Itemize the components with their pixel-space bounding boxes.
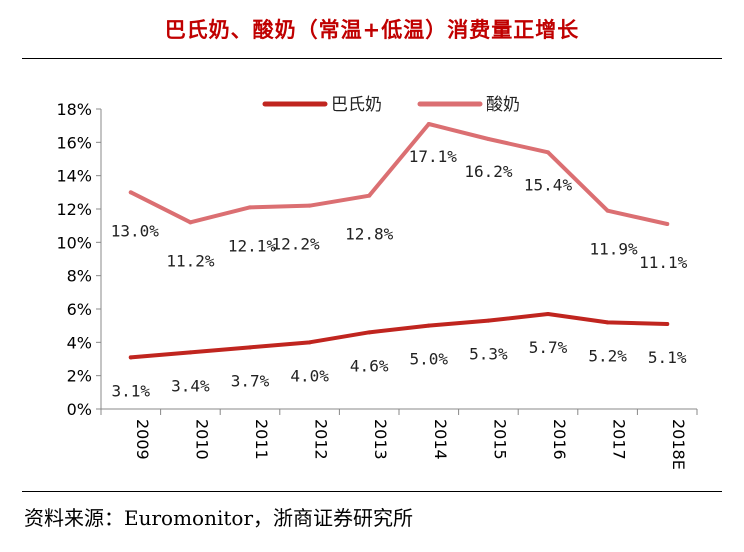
data-point-pasteurized-milk bbox=[128, 355, 133, 360]
data-point-pasteurized-milk bbox=[665, 322, 670, 326]
data-point-pasteurized-milk bbox=[248, 345, 252, 350]
x-tick-label: 2015 bbox=[490, 419, 509, 460]
y-tick-label: 2% bbox=[67, 367, 92, 386]
y-tick-label: 14% bbox=[56, 167, 92, 186]
data-point-yogurt bbox=[188, 220, 193, 225]
x-tick-label: 2013 bbox=[371, 419, 390, 460]
data-label-pasteurized-milk: 4.6% bbox=[350, 356, 389, 375]
data-label-pasteurized-milk: 5.1% bbox=[648, 348, 687, 367]
data-label-yogurt: 12.8% bbox=[345, 225, 394, 244]
data-label-yogurt: 17.1% bbox=[409, 147, 458, 166]
data-label-pasteurized-milk: 5.3% bbox=[469, 345, 508, 364]
data-label-yogurt: 12.2% bbox=[272, 235, 321, 254]
y-tick-label: 10% bbox=[56, 233, 92, 252]
data-label-pasteurized-milk: 5.0% bbox=[410, 350, 449, 369]
data-label-yogurt: 12.1% bbox=[228, 236, 277, 255]
data-point-pasteurized-milk bbox=[188, 350, 193, 355]
data-label-pasteurized-milk: 5.2% bbox=[588, 346, 627, 365]
x-tick-label: 2018E bbox=[669, 419, 688, 470]
data-label-pasteurized-milk: 4.0% bbox=[290, 366, 329, 385]
series-line-yogurt bbox=[128, 122, 670, 226]
data-label-yogurt: 16.2% bbox=[464, 162, 513, 181]
y-tick-label: 18% bbox=[56, 100, 92, 119]
data-label-pasteurized-milk: 5.7% bbox=[529, 338, 568, 357]
data-point-yogurt bbox=[665, 222, 670, 226]
y-tick-label: 16% bbox=[56, 133, 92, 152]
y-tick-label: 6% bbox=[67, 300, 92, 319]
data-label-yogurt: 15.4% bbox=[524, 175, 573, 194]
data-label-pasteurized-milk: 3.4% bbox=[171, 376, 210, 395]
data-point-yogurt bbox=[128, 190, 133, 195]
data-point-pasteurized-milk bbox=[486, 318, 491, 323]
data-label-yogurt: 11.2% bbox=[166, 251, 215, 270]
line-chart: 0% 2% 4% 6% 8% 10% 12% 14% 16% 18% 2009 2010 2011 201… bbox=[56, 95, 698, 470]
x-tick-label: 2010 bbox=[192, 419, 211, 460]
chart-title: 巴氏奶、酸奶（常温+低温）消费量正增长 bbox=[164, 18, 580, 42]
data-point-yogurt bbox=[605, 208, 610, 213]
y-tick-label: 0% bbox=[67, 400, 92, 419]
data-point-pasteurized-milk bbox=[307, 340, 312, 345]
data-point-yogurt bbox=[546, 150, 550, 155]
x-tick-label: 2011 bbox=[252, 419, 271, 460]
y-tick-label: 8% bbox=[67, 267, 92, 286]
y-tick-label: 12% bbox=[56, 200, 92, 219]
data-point-yogurt bbox=[367, 193, 372, 198]
y-tick-label: 4% bbox=[67, 333, 92, 352]
legend-label-pasteurized-milk: 巴氏奶 bbox=[331, 95, 382, 115]
data-point-yogurt bbox=[426, 122, 431, 126]
data-point-pasteurized-milk bbox=[605, 320, 610, 325]
x-tick-label: 2009 bbox=[133, 419, 152, 460]
x-tick-label: 2012 bbox=[312, 419, 331, 460]
data-point-pasteurized-milk bbox=[367, 330, 372, 335]
top-rule bbox=[22, 58, 722, 59]
x-tick-label: 2016 bbox=[550, 419, 569, 460]
data-label-pasteurized-milk: 3.7% bbox=[231, 371, 270, 390]
data-point-yogurt bbox=[307, 203, 312, 208]
data-point-pasteurized-milk bbox=[546, 312, 550, 316]
data-label-yogurt: 11.1% bbox=[639, 253, 688, 272]
data-label-pasteurized-milk: 3.1% bbox=[112, 381, 151, 400]
x-tick-label: 2017 bbox=[610, 419, 629, 460]
series-line-pasteurized-milk bbox=[128, 312, 670, 360]
data-label-yogurt: 11.9% bbox=[590, 240, 639, 259]
x-tick-label: 2014 bbox=[431, 419, 450, 460]
legend-label-yogurt: 酸奶 bbox=[486, 95, 520, 115]
bottom-rule bbox=[22, 491, 722, 492]
data-point-yogurt bbox=[248, 205, 252, 210]
data-label-yogurt: 13.0% bbox=[111, 221, 160, 240]
data-point-pasteurized-milk bbox=[426, 323, 431, 328]
data-point-yogurt bbox=[486, 137, 491, 141]
source-note: 资料来源：Euromonitor，浙商证券研究所 bbox=[24, 506, 414, 530]
